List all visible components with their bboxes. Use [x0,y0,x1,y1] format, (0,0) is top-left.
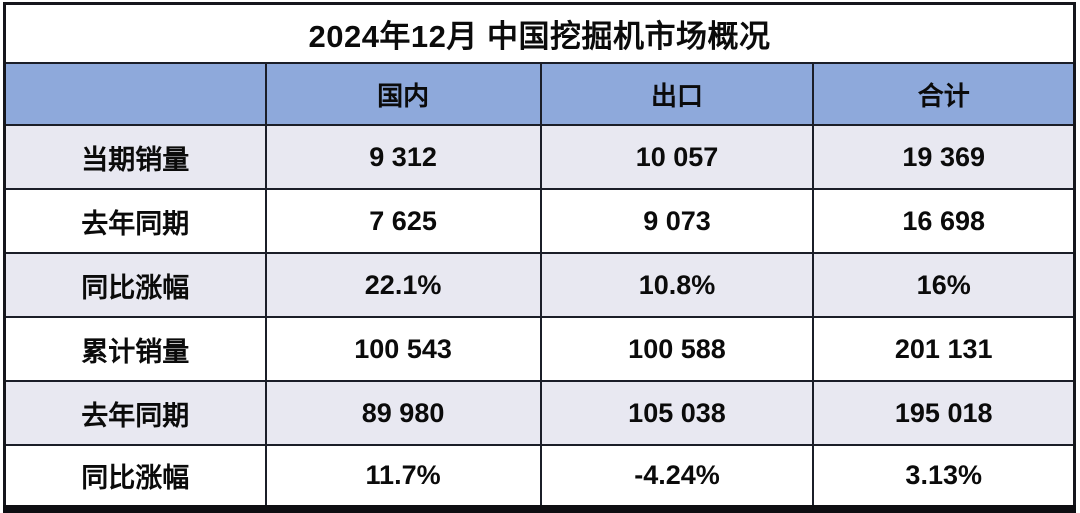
row-label: 去年同期 [3,380,267,446]
table-row-cumulative-yoy-change: 同比涨幅 11.7% -4.24% 3.13% [3,443,1076,511]
table-row-last-year-cumulative: 去年同期 89 980 105 038 195 018 [3,380,1076,446]
table-row-last-year-same-period: 去年同期 7 625 9 073 16 698 [3,188,1076,255]
row-label: 同比涨幅 [3,443,267,511]
market-data-table: 2024年12月 中国挖掘机市场概况 国内 出口 合计 当期销量 9 312 1… [3,2,1076,513]
column-header-export: 出口 [539,62,815,127]
table-cell: 16% [812,252,1076,319]
table-cell: 10 057 [539,124,815,191]
excavator-market-overview: 2024年12月 中国挖掘机市场概况 国内 出口 合计 当期销量 9 312 1… [3,2,1076,513]
table-cell: 22.1% [264,252,542,319]
table-row-yoy-change: 同比涨幅 22.1% 10.8% 16% [3,252,1076,319]
row-label: 累计销量 [3,316,267,383]
table-cell: 19 369 [812,124,1076,191]
table-cell: 195 018 [812,380,1076,446]
table-cell: 9 073 [539,188,815,255]
column-header-total: 合计 [812,62,1076,127]
table-cell: 11.7% [264,443,542,511]
column-header-blank [3,62,267,127]
table-cell: 16 698 [812,188,1076,255]
table-title: 2024年12月 中国挖掘机市场概况 [3,2,1076,65]
table-cell: 100 588 [539,316,815,383]
table-cell: 9 312 [264,124,542,191]
column-header-domestic: 国内 [264,62,542,127]
table-cell: 7 625 [264,188,542,255]
table-cell: 201 131 [812,316,1076,383]
table-cell: -4.24% [539,443,815,511]
row-label: 去年同期 [3,188,267,255]
title-row: 2024年12月 中国挖掘机市场概况 [3,2,1076,65]
table-cell: 3.13% [812,443,1076,511]
table-cell: 100 543 [264,316,542,383]
table-cell: 105 038 [539,380,815,446]
table-cell: 89 980 [264,380,542,446]
row-label: 同比涨幅 [3,252,267,319]
table-row-current-sales: 当期销量 9 312 10 057 19 369 [3,124,1076,191]
column-header-row: 国内 出口 合计 [3,62,1076,127]
table-cell: 10.8% [539,252,815,319]
row-label: 当期销量 [3,124,267,191]
table-row-cumulative-sales: 累计销量 100 543 100 588 201 131 [3,316,1076,383]
